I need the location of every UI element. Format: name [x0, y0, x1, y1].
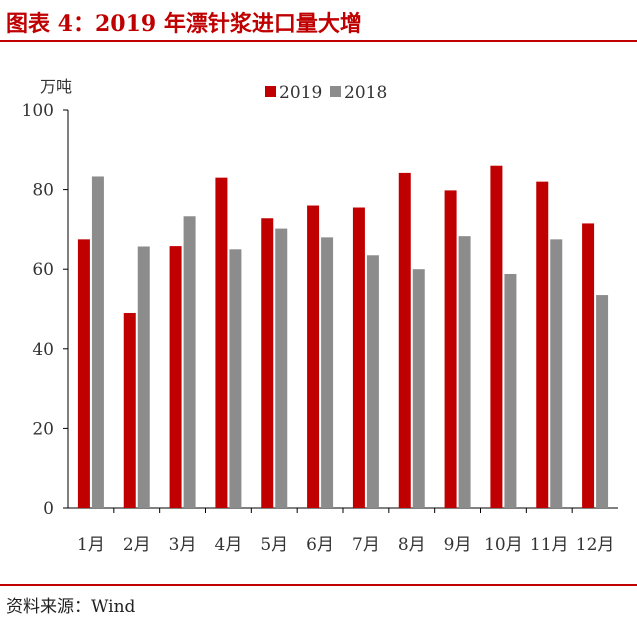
- bar-2018-11: [550, 239, 563, 508]
- y-axis-unit-label: 万吨: [40, 77, 72, 96]
- bar-2018-10: [504, 273, 517, 508]
- bar-2019-2: [123, 312, 136, 508]
- x-tick-label: 6月: [306, 535, 334, 555]
- y-tick-label: 80: [32, 181, 54, 201]
- x-tick-label: 4月: [215, 535, 243, 555]
- x-tick-label: 8月: [398, 535, 426, 555]
- x-tick-label: 12月: [576, 535, 615, 555]
- legend-swatch-2018: [330, 86, 341, 97]
- bar-2019-10: [490, 165, 503, 508]
- bar-2018-3: [183, 216, 196, 509]
- x-tick-label: 2月: [123, 535, 151, 555]
- x-tick-label: 11月: [530, 535, 569, 555]
- bar-2019-11: [536, 181, 549, 508]
- bar-2019-7: [352, 207, 365, 508]
- legend-label-2018: 2018: [344, 83, 387, 103]
- x-tick-label: 5月: [260, 535, 288, 555]
- legend-swatch-2019: [265, 86, 276, 97]
- x-tick-label: 3月: [169, 535, 197, 555]
- bar-2019-5: [261, 218, 274, 509]
- bar-2018-1: [91, 176, 104, 508]
- y-tick-label: 0: [43, 499, 54, 519]
- bar-2019-1: [77, 239, 90, 508]
- bar-2018-4: [229, 249, 242, 509]
- x-tick-label: 9月: [444, 535, 472, 555]
- bar-2018-12: [596, 295, 609, 508]
- y-tick-label: 60: [32, 260, 54, 280]
- bar-2019-8: [398, 172, 411, 508]
- bar-2019-12: [582, 223, 595, 508]
- chart-bars: [77, 165, 609, 509]
- chart-axes: 0 20 40 60 80 100 1月 2月 3月 4月 5月 6月 7月 8月 9月 10月 11月 12月: [22, 101, 618, 555]
- bar-2018-2: [137, 246, 150, 508]
- bar-chart: 万吨 2019 2018 0 20 40 60 80 100 1月 2月 3月 4月 5月 6月 7月 8月…: [22, 77, 618, 555]
- footer-divider: [0, 584, 637, 586]
- y-tick-label: 100: [22, 101, 54, 121]
- bar-2018-7: [366, 255, 379, 508]
- bar-2019-9: [444, 190, 457, 508]
- chart-legend: 2019 2018: [265, 83, 387, 103]
- bar-2018-6: [321, 237, 334, 509]
- bar-2018-8: [412, 269, 425, 508]
- y-tick-label: 20: [32, 419, 54, 439]
- bar-2018-5: [275, 228, 288, 508]
- page-title: 图表 4：2019 年漂针浆进口量大增: [6, 11, 362, 37]
- x-tick-label: 1月: [77, 535, 105, 555]
- bar-2019-4: [215, 177, 228, 508]
- bar-2018-9: [458, 236, 471, 508]
- legend-label-2019: 2019: [279, 83, 322, 103]
- x-tick-label: 7月: [352, 535, 380, 555]
- source-note: 资料来源：Wind: [6, 597, 136, 617]
- y-tick-label: 40: [32, 340, 54, 360]
- bar-2019-6: [307, 205, 320, 508]
- x-tick-label: 10月: [484, 535, 523, 555]
- title-divider: [0, 40, 637, 42]
- bar-2019-3: [169, 246, 182, 508]
